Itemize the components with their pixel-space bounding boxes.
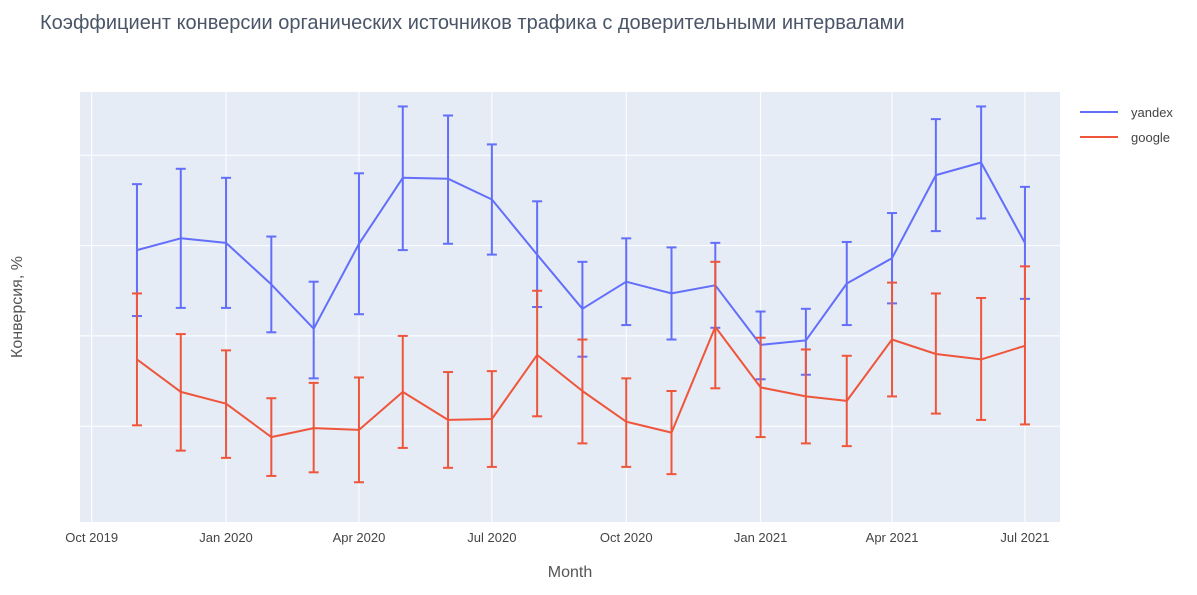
series-google — [131, 260, 1030, 484]
x-tick-label: Oct 2020 — [600, 530, 653, 545]
x-axis-title: Month — [548, 564, 592, 581]
legend-label: yandex — [1131, 105, 1173, 120]
series-line — [136, 325, 1026, 439]
x-tick-label: Jan 2020 — [199, 530, 253, 545]
x-tick-label: Jul 2020 — [467, 530, 516, 545]
legend-item-google[interactable]: google — [1080, 130, 1170, 145]
legend-label: google — [1131, 130, 1170, 145]
legend-item-yandex[interactable]: yandex — [1080, 105, 1173, 120]
chart-title: Коэффициент конверсии органических источ… — [40, 12, 905, 34]
legend[interactable]: yandex google — [1080, 105, 1173, 145]
plot-background — [80, 92, 1060, 522]
y-axis-title: Конверсия, % — [9, 256, 26, 358]
x-tick-labels: Oct 2019 Jan 2020 Apr 2020 Jul 2020 Oct 2020… — [65, 530, 1049, 545]
x-tick-label: Jul 2021 — [1000, 530, 1049, 545]
series-line — [136, 161, 1026, 346]
x-tick-label: Apr 2020 — [333, 530, 386, 545]
x-tick-label: Jan 2021 — [734, 530, 788, 545]
series-layer — [131, 105, 1030, 484]
x-tick-label: Apr 2021 — [866, 530, 919, 545]
x-tick-label: Oct 2019 — [65, 530, 118, 545]
